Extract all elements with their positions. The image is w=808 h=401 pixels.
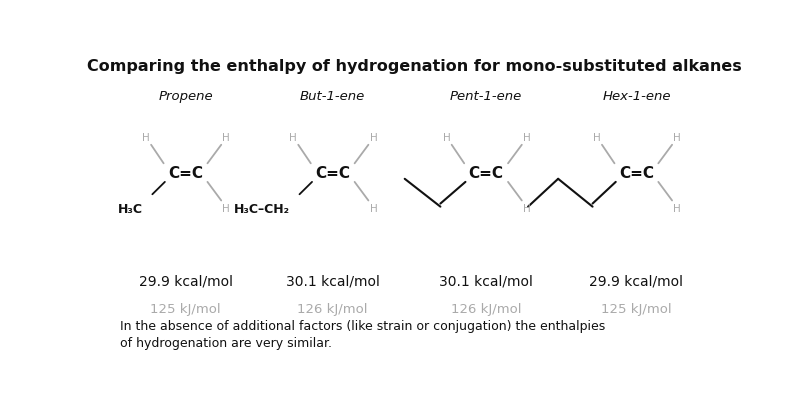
Text: C=C: C=C	[469, 166, 503, 181]
Text: H: H	[443, 133, 451, 143]
Text: H: H	[369, 133, 377, 143]
Text: In the absence of additional factors (like strain or conjugation) the enthalpies: In the absence of additional factors (li…	[120, 320, 605, 332]
Text: But-1-ene: But-1-ene	[300, 89, 365, 103]
Text: Comparing the enthalpy of hydrogenation for mono-substituted alkanes: Comparing the enthalpy of hydrogenation …	[86, 59, 742, 74]
Text: C=C: C=C	[619, 166, 654, 181]
Text: H: H	[222, 204, 230, 214]
Text: H: H	[523, 133, 531, 143]
Text: 125 kJ/mol: 125 kJ/mol	[150, 302, 221, 316]
Text: 30.1 kcal/mol: 30.1 kcal/mol	[286, 274, 380, 288]
Text: H: H	[222, 133, 230, 143]
Text: H: H	[593, 133, 601, 143]
Text: of hydrogenation are very similar.: of hydrogenation are very similar.	[120, 336, 332, 350]
Text: C=C: C=C	[315, 166, 350, 181]
Text: H: H	[523, 204, 531, 214]
Text: H₃C: H₃C	[118, 202, 143, 215]
Text: 125 kJ/mol: 125 kJ/mol	[601, 302, 671, 316]
Text: Propene: Propene	[158, 89, 213, 103]
Text: 30.1 kcal/mol: 30.1 kcal/mol	[440, 274, 533, 288]
Text: C=C: C=C	[168, 166, 203, 181]
Text: H: H	[673, 204, 681, 214]
Text: H: H	[673, 133, 681, 143]
Text: Pent-1-ene: Pent-1-ene	[450, 89, 522, 103]
Text: 29.9 kcal/mol: 29.9 kcal/mol	[138, 274, 233, 288]
Text: H: H	[289, 133, 297, 143]
Text: Hex-1-ene: Hex-1-ene	[602, 89, 671, 103]
Text: 29.9 kcal/mol: 29.9 kcal/mol	[589, 274, 684, 288]
Text: H: H	[369, 204, 377, 214]
Text: H: H	[142, 133, 150, 143]
Text: H₃C–CH₂: H₃C–CH₂	[234, 202, 290, 215]
Text: 126 kJ/mol: 126 kJ/mol	[451, 302, 521, 316]
Text: 126 kJ/mol: 126 kJ/mol	[297, 302, 368, 316]
